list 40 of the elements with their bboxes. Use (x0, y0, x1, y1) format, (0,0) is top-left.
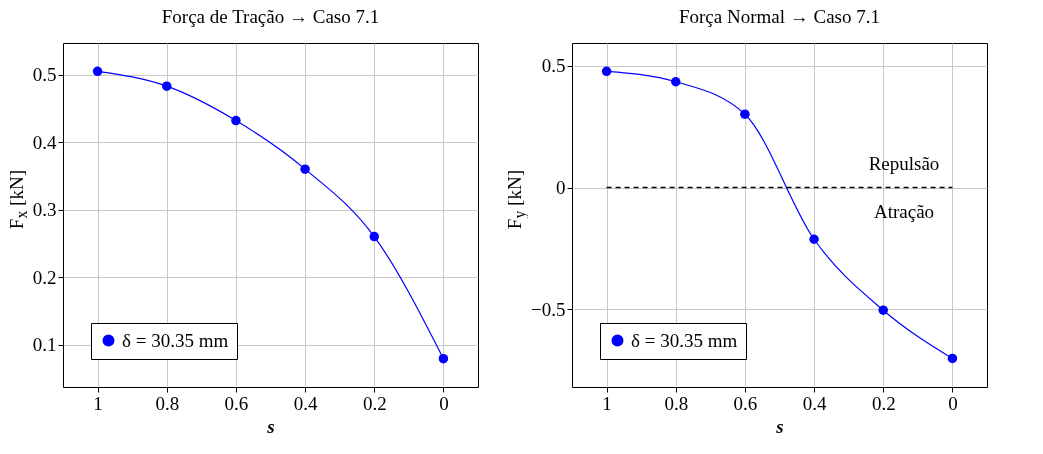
chart-title: Força de Tração → Caso 7.1 (161, 6, 380, 27)
y-tick-label: 0.4 (32, 131, 57, 153)
x-tick-label: 0 (948, 392, 958, 414)
x-tick-label: 0.6 (224, 392, 249, 414)
x-tick-label: 0.4 (802, 392, 827, 414)
x-tick-label: 1 (93, 392, 103, 414)
y-tick-label: 0.3 (32, 199, 57, 221)
point (947, 353, 958, 364)
point (162, 81, 172, 91)
y-tick-label: 0.2 (32, 266, 57, 288)
x-tick-label: 0.6 (733, 392, 758, 414)
point (231, 115, 241, 126)
x-tick-label: 1 (602, 392, 612, 414)
x-tick-label: 0.8 (664, 392, 689, 414)
point (369, 231, 379, 242)
annotation: Repulsão (868, 152, 940, 174)
point (740, 109, 750, 119)
y-tick-label: 0.5 (541, 55, 566, 77)
point (809, 234, 819, 244)
x-axis-title: s (266, 415, 275, 437)
chart-title: Força Normal → Caso 7.1 (678, 6, 881, 27)
legend-label: δ = 30.35 mm (122, 329, 229, 351)
point (438, 353, 449, 364)
x-tick-label: 0.4 (293, 392, 318, 414)
x-tick-label: 0.2 (871, 392, 896, 414)
point (878, 305, 888, 315)
annotation: Atração (873, 200, 935, 222)
point (671, 77, 681, 87)
x-axis-title: s (775, 415, 784, 437)
y-tick-label: 0 (556, 177, 566, 199)
y-tick-label: 0.1 (32, 334, 57, 356)
legend-label: δ = 30.35 mm (631, 329, 738, 351)
x-tick-label: 0.8 (155, 392, 180, 414)
y-tick-label: 0.5 (32, 64, 57, 86)
x-tick-label: 0.2 (362, 392, 387, 414)
x-tick-label: 0 (439, 392, 449, 414)
point (300, 164, 310, 174)
point (92, 66, 103, 77)
y-tick-label: −0.5 (531, 298, 566, 320)
point (601, 66, 612, 77)
